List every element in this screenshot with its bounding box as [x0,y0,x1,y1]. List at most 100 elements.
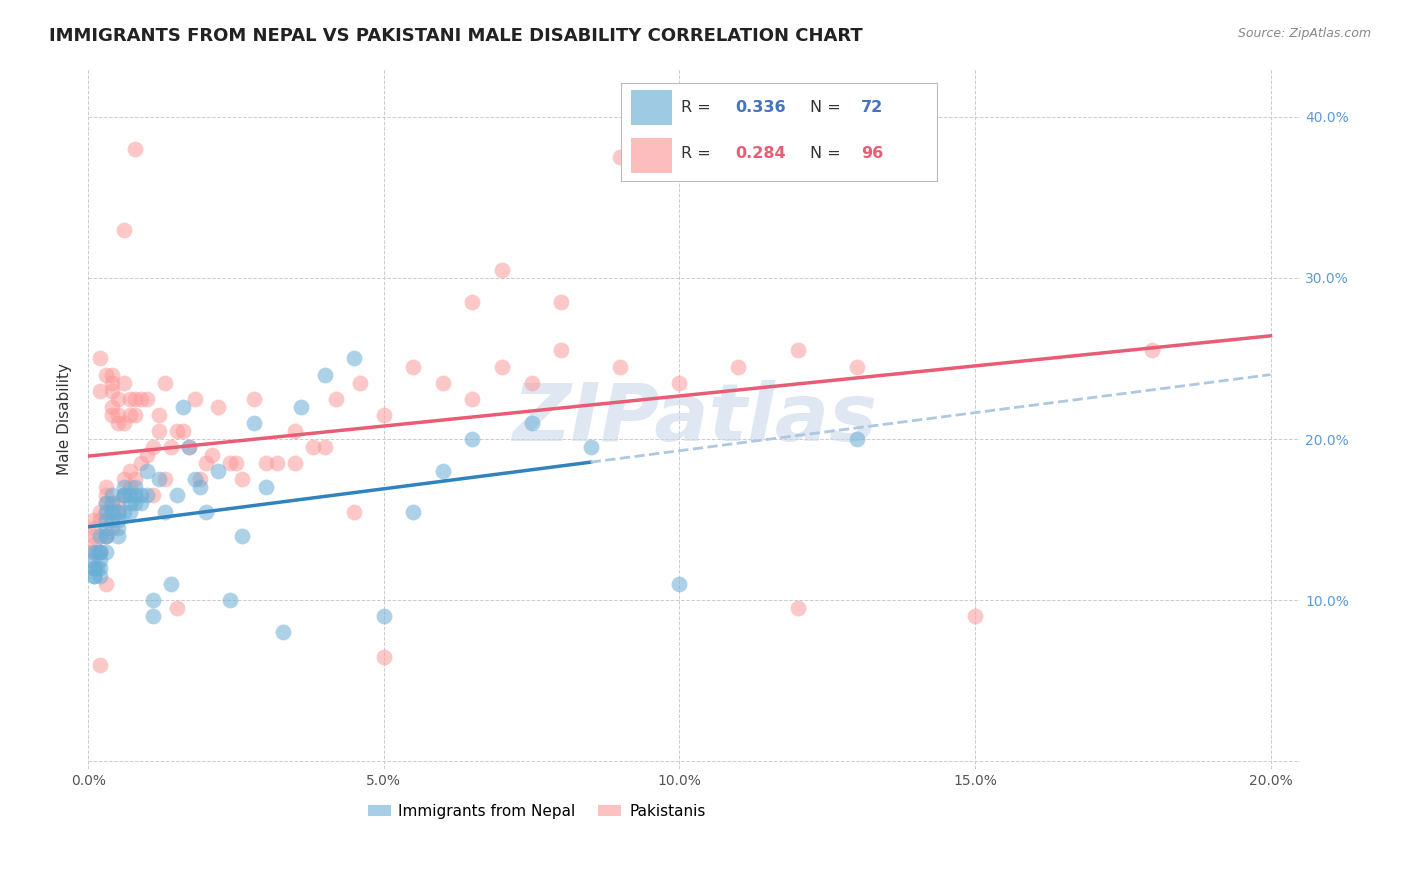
Point [124,488,146,502]
Point [101,513,124,527]
Point [166,488,188,502]
Text: Source: ZipAtlas.com: Source: ZipAtlas.com [1237,27,1371,40]
Point [83,545,105,559]
Point [160,577,183,591]
Point [107,521,129,535]
Point [190,480,212,494]
Point [94,545,117,559]
Point [118,464,141,478]
Point [118,488,141,502]
Point [112,416,135,430]
Point [83,561,105,575]
Point [160,440,183,454]
Point [491,263,513,277]
Point [101,400,124,414]
Point [101,504,124,518]
Point [402,359,425,374]
Point [231,529,253,543]
Point [89,384,111,398]
Point [153,472,176,486]
Point [207,464,229,478]
Point [131,456,153,470]
Point [94,577,117,591]
Point [142,593,165,607]
Point [89,553,111,567]
Point [112,504,135,518]
Point [219,593,242,607]
Point [94,488,117,502]
Point [112,488,135,502]
Point [461,392,484,406]
Point [83,529,105,543]
Point [131,496,153,510]
Point [177,440,200,454]
Point [112,480,135,494]
Point [107,408,129,422]
Point [242,416,264,430]
Point [373,649,395,664]
Point [124,408,146,422]
Point [284,424,307,438]
Point [89,529,111,543]
Point [131,392,153,406]
Point [373,609,395,624]
Point [219,456,242,470]
Point [290,400,312,414]
Point [89,545,111,559]
Point [284,456,307,470]
Point [225,456,247,470]
Point [94,529,117,543]
Point [301,440,323,454]
Point [101,408,124,422]
Point [343,504,366,518]
Point [86,561,108,575]
Point [1142,343,1164,358]
Point [266,456,288,470]
Point [550,295,572,310]
Point [520,416,543,430]
Point [107,504,129,518]
Point [83,537,105,551]
Point [124,480,146,494]
Point [136,448,159,462]
Point [124,472,146,486]
Point [89,569,111,583]
Point [148,472,170,486]
Point [94,529,117,543]
Point [118,480,141,494]
Point [432,376,454,390]
Point [112,376,135,390]
Point [845,432,868,446]
Point [89,545,111,559]
Point [271,625,294,640]
Point [432,464,454,478]
Point [107,529,129,543]
Point [101,368,124,382]
Point [94,480,117,494]
Point [101,376,124,390]
Point [124,496,146,510]
Point [83,561,105,575]
Point [107,513,129,527]
Point [148,424,170,438]
Point [94,529,117,543]
Point [83,513,105,527]
Text: ZIPatlas: ZIPatlas [512,380,876,458]
Point [83,569,105,583]
Point [107,416,129,430]
Point [343,351,366,366]
Point [314,440,336,454]
Text: IMMIGRANTS FROM NEPAL VS PAKISTANI MALE DISABILITY CORRELATION CHART: IMMIGRANTS FROM NEPAL VS PAKISTANI MALE … [49,27,863,45]
Point [668,577,690,591]
Point [461,295,484,310]
Point [183,472,205,486]
Point [101,488,124,502]
Point [520,376,543,390]
Point [550,343,572,358]
Point [89,657,111,672]
Point [148,408,170,422]
Point [254,456,277,470]
Point [101,496,124,510]
Point [83,569,105,583]
Point [461,432,484,446]
